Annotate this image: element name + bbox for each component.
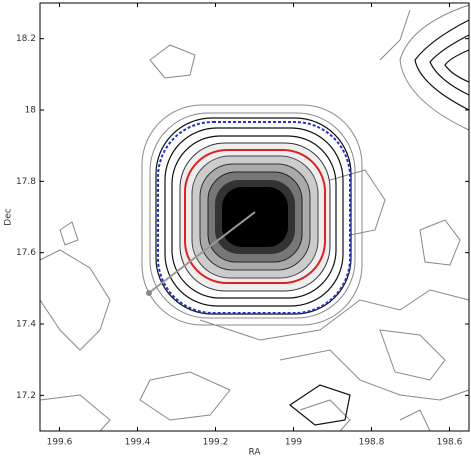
y-tick-label: 17.4 [16, 320, 36, 330]
contours [39, 4, 470, 432]
y-tick-label: 17.2 [16, 391, 36, 401]
y-tick-label: 17.8 [16, 177, 36, 187]
x-tick-label: 198.8 [359, 438, 385, 448]
y-tick-label: 18.2 [16, 34, 36, 44]
y-tick-label: 18 [25, 106, 37, 116]
x-axis-label: RA [248, 448, 261, 458]
x-tick-label: 199.4 [125, 438, 151, 448]
x-tick-label: 199 [285, 438, 302, 448]
y-tick-label: 17.6 [16, 248, 36, 258]
y-axis-label: Dec [4, 208, 14, 225]
plot-frame [39, 2, 470, 432]
x-tick-label: 199.2 [203, 438, 229, 448]
x-tick-label: 198.6 [437, 438, 463, 448]
x-tick-label: 199.6 [47, 438, 73, 448]
